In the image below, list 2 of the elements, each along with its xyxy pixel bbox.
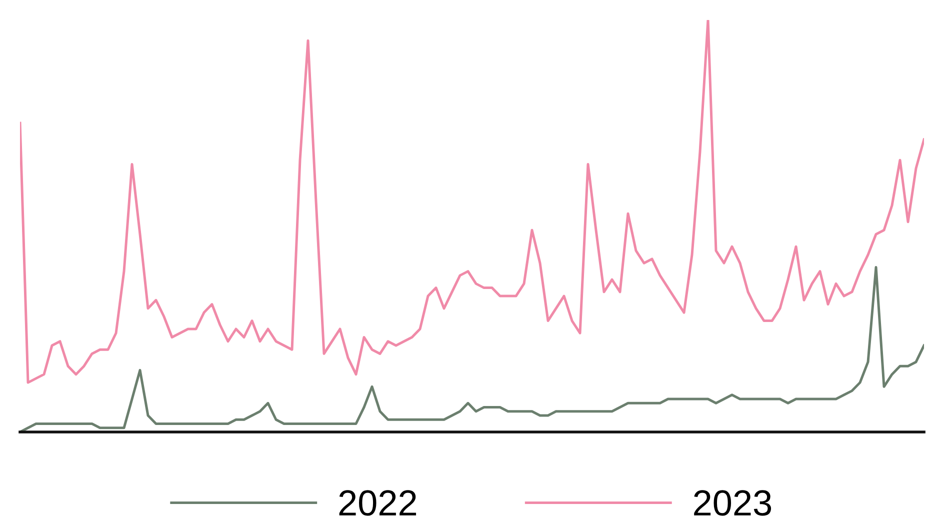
legend-label: 2022 <box>339 490 416 516</box>
legend-label: 2023 <box>694 490 772 516</box>
